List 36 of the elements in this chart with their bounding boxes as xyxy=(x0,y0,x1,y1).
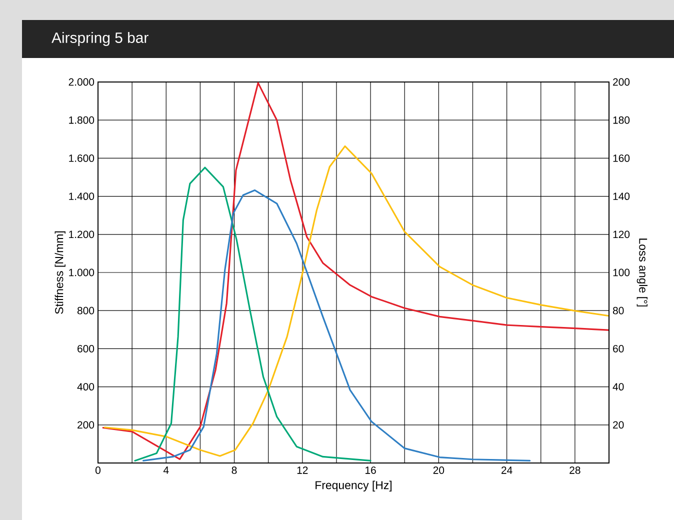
x-tick-label: 8 xyxy=(232,466,237,474)
x-tick-label: 28 xyxy=(570,466,580,474)
y-tick-label: 2.000 xyxy=(68,78,94,86)
y2-tick-label: 180 xyxy=(613,116,630,124)
line-series xyxy=(142,189,531,462)
y2-tick-label: 20 xyxy=(613,421,624,429)
y2-tick-label: 40 xyxy=(612,383,624,391)
y-tick-label: 1.000 xyxy=(69,268,94,276)
y2-tick-label: 200 xyxy=(613,78,630,86)
y-tick-label: 1.800 xyxy=(69,116,94,124)
y-tick-label: 1.200 xyxy=(69,230,94,238)
y2-tick-label: 100 xyxy=(613,268,630,276)
y-tick-label: 1.600 xyxy=(69,154,94,162)
y2-tick-label: 140 xyxy=(613,192,630,200)
x-tick-label: 24 xyxy=(502,466,512,474)
chart-title: Airspring 5 bar xyxy=(52,32,148,46)
line-series xyxy=(134,166,372,462)
y-tick-label: 800 xyxy=(77,306,94,314)
y2-tick-label: 60 xyxy=(613,345,624,352)
y-tick-label: 400 xyxy=(77,383,94,391)
x-axis-title: Frequency [Hz] xyxy=(316,480,392,492)
y-tick-label: 1.400 xyxy=(69,192,94,200)
y-tick-label: 200 xyxy=(78,421,94,429)
x-tick-label: 16 xyxy=(366,466,376,474)
y-tick-label: 600 xyxy=(78,345,94,352)
y2-tick-label: 160 xyxy=(613,154,630,162)
y2-tick-label: 80 xyxy=(612,306,624,314)
x-tick-label: 0 xyxy=(95,466,100,474)
x-tick-label: 4 xyxy=(163,466,169,474)
line-series xyxy=(104,145,609,457)
x-tick-label: 20 xyxy=(433,466,444,474)
y-axis-title: Stiffness [N/mm] xyxy=(54,231,66,314)
y2-tick-label: 120 xyxy=(613,230,630,238)
y2-axis-title: Loss angle [°] xyxy=(636,238,648,306)
x-tick-label: 12 xyxy=(297,466,308,474)
line-series xyxy=(102,82,609,460)
